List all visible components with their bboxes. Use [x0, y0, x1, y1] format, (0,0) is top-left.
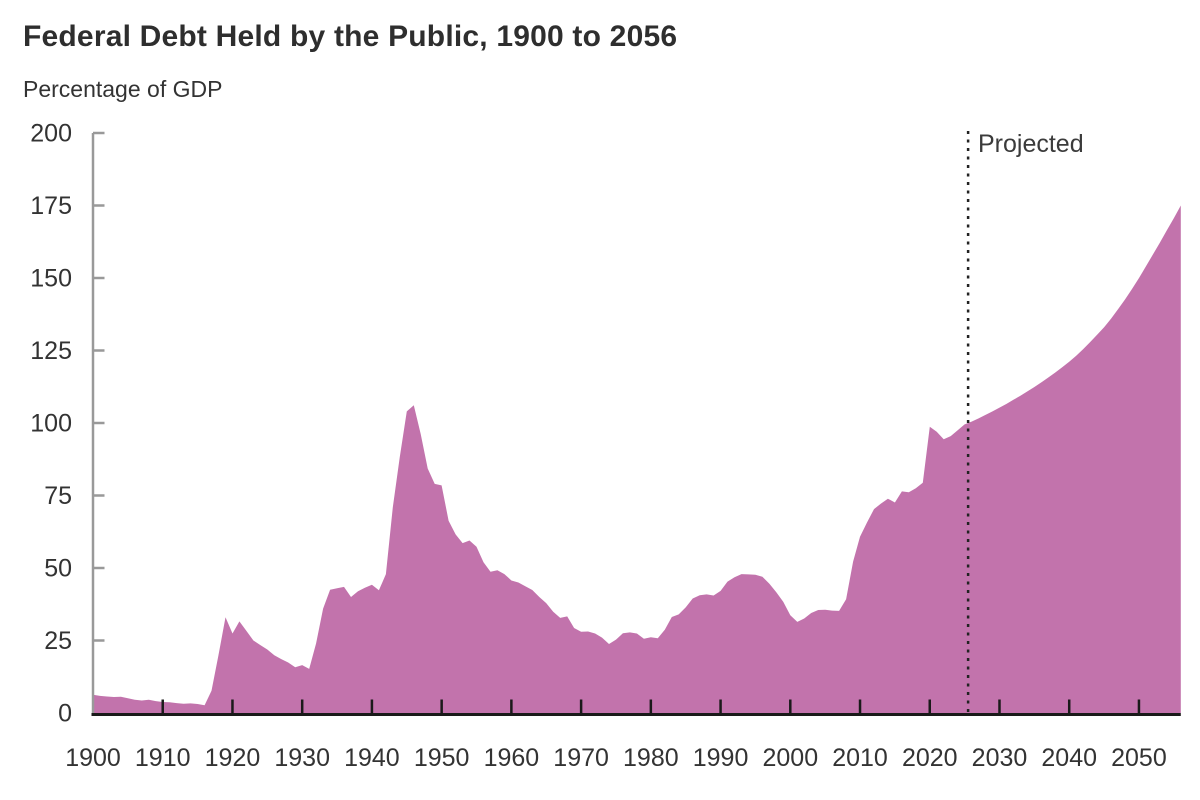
- chart-title: Federal Debt Held by the Public, 1900 to…: [23, 20, 678, 53]
- x-tick-label: 1940: [344, 744, 400, 772]
- x-tick-label: 1960: [484, 744, 540, 772]
- y-tick-label: 50: [44, 555, 72, 583]
- y-tick-label: 150: [30, 265, 72, 293]
- x-tick-label: 1990: [693, 744, 749, 772]
- x-tick-label: 2050: [1111, 744, 1167, 772]
- x-tick-label: 1930: [274, 744, 330, 772]
- x-tick-label: 1920: [205, 744, 261, 772]
- projection-label: Projected: [978, 130, 1084, 158]
- x-tick-label: 2040: [1041, 744, 1097, 772]
- y-tick-label: 125: [30, 337, 72, 365]
- x-tick-label: 1910: [135, 744, 191, 772]
- y-tick-label: 75: [44, 482, 72, 510]
- y-tick-label: 200: [30, 120, 72, 148]
- y-tick-label: 25: [44, 627, 72, 655]
- y-tick-label: 0: [58, 700, 72, 728]
- y-tick-label: 175: [30, 192, 72, 220]
- x-tick-label: 1970: [553, 744, 609, 772]
- x-tick-label: 2020: [902, 744, 958, 772]
- x-tick-label: 2000: [762, 744, 818, 772]
- y-tick-label: 100: [30, 410, 72, 438]
- x-tick-label: 2010: [832, 744, 888, 772]
- y-axis-unit-label: Percentage of GDP: [23, 76, 223, 102]
- x-tick-label: 1980: [623, 744, 679, 772]
- x-tick-label: 1950: [414, 744, 470, 772]
- x-tick-label: 1900: [65, 744, 121, 772]
- debt-area-series: [93, 205, 1181, 713]
- x-tick-label: 2030: [972, 744, 1028, 772]
